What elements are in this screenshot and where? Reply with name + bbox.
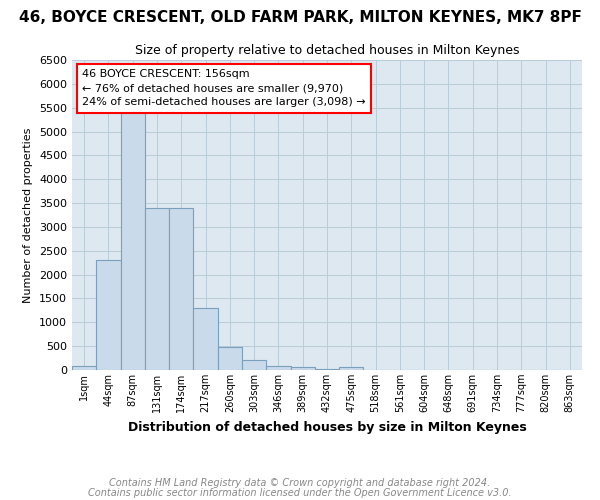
Bar <box>315 368 339 370</box>
Text: 46, BOYCE CRESCENT, OLD FARM PARK, MILTON KEYNES, MK7 8PF: 46, BOYCE CRESCENT, OLD FARM PARK, MILTO… <box>19 10 581 25</box>
Text: 46 BOYCE CRESCENT: 156sqm
← 76% of detached houses are smaller (9,970)
24% of se: 46 BOYCE CRESCENT: 156sqm ← 76% of detac… <box>82 70 366 108</box>
X-axis label: Distribution of detached houses by size in Milton Keynes: Distribution of detached houses by size … <box>128 420 526 434</box>
Title: Size of property relative to detached houses in Milton Keynes: Size of property relative to detached ho… <box>135 44 519 58</box>
Y-axis label: Number of detached properties: Number of detached properties <box>23 128 34 302</box>
Bar <box>193 308 218 370</box>
Bar <box>169 208 193 370</box>
Bar <box>290 367 315 370</box>
Bar <box>339 367 364 370</box>
Bar <box>218 347 242 370</box>
Text: Contains public sector information licensed under the Open Government Licence v3: Contains public sector information licen… <box>88 488 512 498</box>
Bar <box>121 112 145 370</box>
Bar <box>242 360 266 370</box>
Bar <box>96 260 121 370</box>
Bar <box>266 366 290 370</box>
Bar <box>145 208 169 370</box>
Bar <box>72 366 96 370</box>
Text: Contains HM Land Registry data © Crown copyright and database right 2024.: Contains HM Land Registry data © Crown c… <box>109 478 491 488</box>
